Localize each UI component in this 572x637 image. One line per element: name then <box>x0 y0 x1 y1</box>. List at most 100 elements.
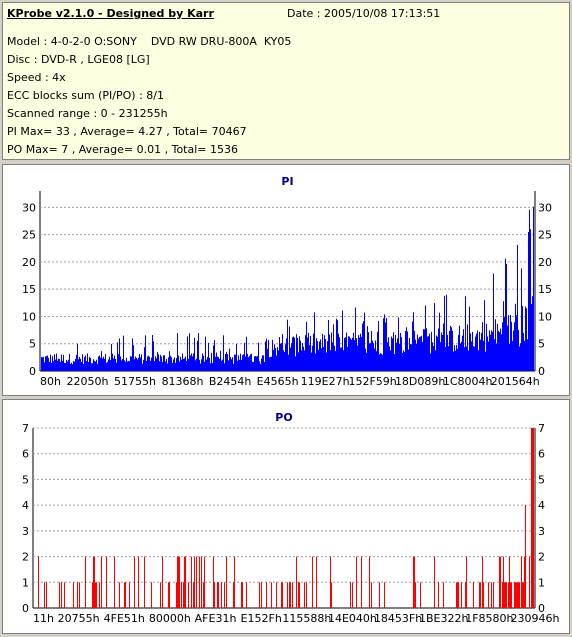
pi-bar <box>79 356 80 371</box>
pi-bar <box>275 348 276 371</box>
pi-bar <box>349 336 350 371</box>
pi-bar <box>53 361 54 371</box>
po-bar <box>290 582 291 608</box>
pi-bar <box>268 340 269 371</box>
pi-bar <box>427 336 428 371</box>
pi-bar <box>448 346 449 371</box>
pi-bar <box>100 357 101 371</box>
pi-bar <box>329 334 330 371</box>
pi-bar <box>484 300 485 371</box>
pi-bar <box>488 341 489 371</box>
pi-bar <box>237 360 238 371</box>
pi-bar <box>303 346 304 371</box>
pi-bar <box>474 346 475 371</box>
po-bar <box>479 582 480 608</box>
po-bar <box>61 582 62 608</box>
pi-bar <box>231 359 232 371</box>
pi-bar <box>239 359 240 371</box>
pi-bar <box>463 329 464 371</box>
pi-bar <box>336 318 337 371</box>
pi-bar <box>439 312 440 371</box>
pi-bar <box>326 352 327 371</box>
pi-bar <box>126 357 127 371</box>
pi-bar <box>300 340 301 371</box>
po-bar <box>525 505 526 608</box>
pi-bar <box>64 362 65 371</box>
pi-bar <box>399 343 400 371</box>
pi-bar <box>259 361 260 371</box>
pi-bar <box>432 342 433 371</box>
pi-bar <box>265 341 266 371</box>
pi-bar <box>415 339 416 371</box>
pi-bar <box>458 334 459 371</box>
pi-bar <box>279 336 280 371</box>
pi-bar <box>320 339 321 371</box>
pi-bar <box>202 353 203 371</box>
pi-bar <box>495 319 496 371</box>
po-bar <box>94 556 95 608</box>
pi-bar <box>373 343 374 371</box>
pi-bar <box>207 357 208 371</box>
pi-bar <box>149 356 150 371</box>
pi-bar <box>318 349 319 371</box>
pi-bar <box>352 337 353 371</box>
pi-bar <box>280 343 281 371</box>
pi-bar <box>180 356 181 371</box>
pi-bar <box>93 359 94 371</box>
pi-bar <box>252 361 253 371</box>
pi-bar <box>433 345 434 371</box>
pi-bar <box>416 344 417 371</box>
pi-bar <box>211 352 212 371</box>
pi-bar <box>510 314 511 371</box>
pi-bar <box>90 357 91 371</box>
po-bar <box>296 556 297 608</box>
scan-date: Date : 2005/10/08 17:13:51 <box>287 7 441 20</box>
po-bar <box>304 582 305 608</box>
pi-bar <box>117 342 118 371</box>
pi-bar <box>401 337 402 371</box>
pi-bar <box>69 353 70 371</box>
po-bar <box>330 556 331 608</box>
pi-bar <box>49 361 50 371</box>
pi-bar <box>438 328 439 371</box>
scanned-range: Scanned range : 0 - 231255h <box>7 107 168 120</box>
pi-bar <box>350 338 351 371</box>
pi-bar <box>360 333 361 371</box>
pi-bar <box>346 332 347 371</box>
pi-bar <box>184 358 185 371</box>
pi-bar <box>206 359 207 371</box>
pi-bar <box>475 336 476 371</box>
pi-bar <box>374 348 375 371</box>
pi-bar <box>228 360 229 371</box>
pi-bar <box>168 357 169 371</box>
pi-bar <box>139 354 140 371</box>
po-bar <box>144 556 145 608</box>
po-bar <box>515 582 516 608</box>
pi-bar <box>358 334 359 371</box>
pi-bar <box>50 354 51 371</box>
pi-bar <box>158 354 159 371</box>
po-bar <box>465 582 466 608</box>
pi-bar <box>371 330 372 371</box>
po-bar <box>226 556 227 608</box>
pi-bar <box>479 331 480 371</box>
po-bar <box>522 582 523 608</box>
pi-bar <box>366 352 367 371</box>
po-bar <box>289 582 290 608</box>
pi-bar <box>194 337 195 371</box>
pi-bar <box>67 361 68 371</box>
po-bar <box>203 582 204 608</box>
pi-bar <box>43 356 44 371</box>
pi-bar <box>423 329 424 371</box>
pi-bar <box>57 360 58 371</box>
po-bar <box>201 556 202 608</box>
y-tick-label-left: 2 <box>22 551 29 564</box>
pi-bar <box>485 351 486 371</box>
pi-bar <box>285 344 286 371</box>
pi-bar <box>46 356 47 371</box>
pi-bar <box>102 358 103 371</box>
pi-bar <box>164 355 165 371</box>
pi-bar <box>179 361 180 371</box>
pi-bar <box>471 341 472 371</box>
y-tick-label-left: 30 <box>22 201 36 214</box>
